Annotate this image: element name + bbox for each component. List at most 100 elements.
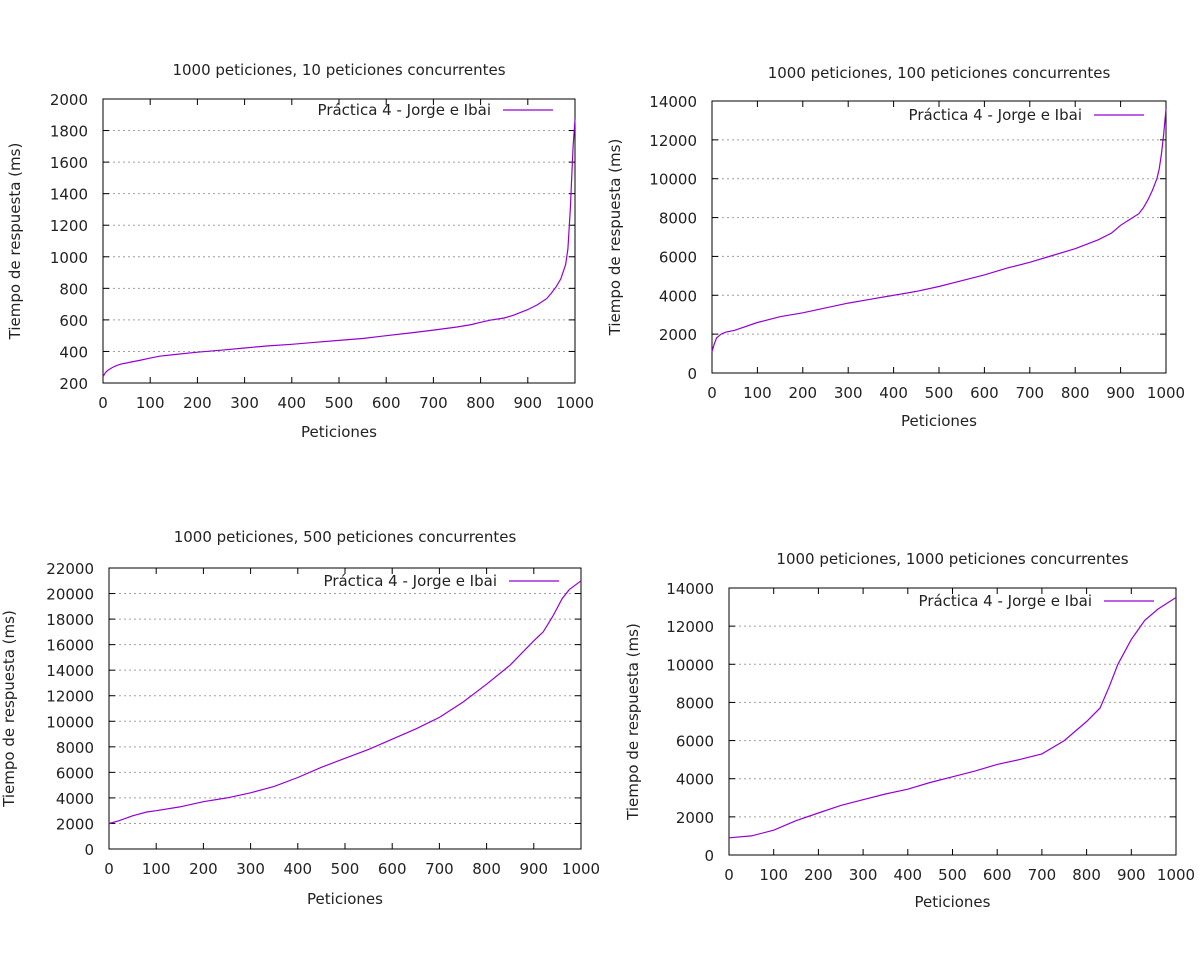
x-tick-label: 600	[378, 860, 407, 878]
x-tick-label: 200	[788, 384, 817, 402]
y-tick-label: 1400	[50, 186, 88, 204]
x-tick-label: 200	[804, 866, 833, 884]
legend-label: Práctica 4 - Jorge e Ibai	[324, 572, 497, 590]
x-tick-label: 300	[230, 394, 259, 412]
x-tick-label: 100	[759, 866, 788, 884]
x-tick-label: 100	[743, 384, 772, 402]
x-tick-label: 0	[707, 384, 717, 402]
plot-frame	[728, 587, 1177, 856]
y-tick-label: 1600	[50, 154, 88, 172]
x-tick-label: 800	[1061, 384, 1090, 402]
y-tick-label: 14000	[666, 580, 714, 598]
y-tick-label: 8000	[676, 694, 714, 712]
y-tick-label: 8000	[659, 210, 697, 228]
y-tick-label: 600	[59, 312, 88, 330]
x-tick-label: 300	[849, 866, 878, 884]
legend-label: Práctica 4 - Jorge e Ibai	[909, 106, 1082, 124]
x-tick-label: 600	[970, 384, 999, 402]
y-tick-label: 14000	[46, 662, 94, 680]
x-tick-label: 500	[331, 860, 360, 878]
y-tick-label: 1800	[50, 123, 88, 141]
x-tick-label: 600	[983, 866, 1012, 884]
x-tick-label: 900	[1106, 384, 1135, 402]
y-tick-label: 800	[59, 280, 88, 298]
x-axis-label: Peticiones	[915, 893, 991, 911]
plot-frame	[711, 100, 1167, 374]
y-tick-label: 4000	[56, 790, 94, 808]
y-tick-label: 14000	[649, 93, 697, 111]
x-tick-label: 100	[142, 860, 171, 878]
y-tick-label: 20000	[46, 586, 94, 604]
x-tick-label: 0	[98, 394, 108, 412]
x-tick-label: 200	[183, 394, 212, 412]
chart-1000-concurrent: 1000 peticiones, 1000 peticiones concurr…	[624, 550, 1195, 911]
x-tick-label: 300	[834, 384, 863, 402]
y-axis-label: Tiempo de respuesta (ms)	[606, 139, 624, 337]
plot-frame	[108, 567, 582, 850]
y-tick-label: 2000	[50, 91, 88, 109]
x-tick-label: 400	[283, 860, 312, 878]
y-tick-label: 1200	[50, 217, 88, 235]
y-axis-label: Tiempo de respuesta (ms)	[624, 623, 642, 821]
x-tick-label: 700	[425, 860, 454, 878]
x-tick-label: 300	[236, 860, 265, 878]
x-tick-label: 500	[325, 394, 354, 412]
x-axis-label: Peticiones	[307, 890, 383, 908]
x-tick-label: 900	[519, 860, 548, 878]
y-tick-label: 0	[84, 841, 94, 859]
x-tick-label: 500	[925, 384, 954, 402]
chart-100-concurrent: 1000 peticiones, 100 peticiones concurre…	[606, 64, 1185, 430]
series-line	[108, 580, 582, 825]
x-tick-label: 400	[277, 394, 306, 412]
x-tick-label: 900	[513, 394, 542, 412]
x-tick-label: 800	[466, 394, 495, 412]
x-tick-label: 100	[136, 394, 165, 412]
x-tick-label: 400	[893, 866, 922, 884]
y-tick-label: 8000	[56, 739, 94, 757]
chart-10-concurrent: 1000 peticiones, 10 peticiones concurren…	[6, 61, 594, 441]
x-axis-label: Peticiones	[301, 423, 377, 441]
y-axis-label: Tiempo de respuesta (ms)	[6, 143, 24, 341]
x-tick-label: 1000	[1157, 866, 1195, 884]
y-tick-label: 400	[59, 343, 88, 361]
y-tick-label: 6000	[56, 764, 94, 782]
chart-title: 1000 peticiones, 100 peticiones concurre…	[768, 64, 1111, 82]
chart-500-concurrent: 1000 peticiones, 500 peticiones concurre…	[0, 528, 600, 908]
y-tick-label: 4000	[659, 287, 697, 305]
x-tick-label: 1000	[556, 394, 594, 412]
y-tick-label: 2000	[659, 326, 697, 344]
y-tick-label: 12000	[46, 688, 94, 706]
y-tick-label: 10000	[666, 656, 714, 674]
x-tick-label: 0	[104, 860, 114, 878]
chart-title: 1000 peticiones, 500 peticiones concurre…	[174, 528, 517, 546]
series-line	[711, 108, 1167, 352]
chart-title: 1000 peticiones, 1000 peticiones concurr…	[776, 550, 1128, 568]
y-tick-label: 0	[687, 365, 697, 383]
x-tick-label: 800	[472, 860, 501, 878]
y-tick-label: 1000	[50, 249, 88, 267]
x-tick-label: 800	[1072, 866, 1101, 884]
y-tick-label: 6000	[676, 733, 714, 751]
x-tick-label: 900	[1117, 866, 1146, 884]
x-tick-label: 400	[879, 384, 908, 402]
legend-label: Práctica 4 - Jorge e Ibai	[318, 101, 491, 119]
y-tick-label: 22000	[46, 560, 94, 578]
y-tick-label: 12000	[666, 618, 714, 636]
y-tick-label: 2000	[676, 809, 714, 827]
y-tick-label: 10000	[649, 171, 697, 189]
series-line	[728, 596, 1177, 839]
y-tick-label: 16000	[46, 637, 94, 655]
y-tick-label: 2000	[56, 815, 94, 833]
x-axis-label: Peticiones	[901, 412, 977, 430]
y-tick-label: 18000	[46, 611, 94, 629]
plot-frame	[102, 98, 576, 384]
x-tick-label: 500	[938, 866, 967, 884]
x-tick-label: 700	[1028, 866, 1057, 884]
y-axis-label: Tiempo de respuesta (ms)	[0, 610, 18, 808]
x-tick-label: 700	[1015, 384, 1044, 402]
y-tick-label: 12000	[649, 132, 697, 150]
y-tick-label: 10000	[46, 713, 94, 731]
y-tick-label: 6000	[659, 248, 697, 266]
y-tick-label: 4000	[676, 771, 714, 789]
